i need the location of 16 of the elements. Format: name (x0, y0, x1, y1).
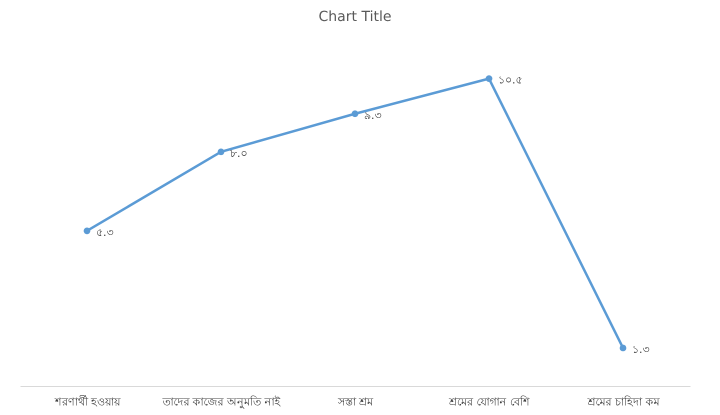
data-label: ১০.৫ (498, 74, 522, 87)
point (620, 344, 626, 352)
data-label: ১.৩ (632, 342, 650, 356)
x-tick-label: সস্তা শ্রম (336, 396, 374, 408)
data-label: ৯.৩ (364, 108, 382, 122)
point (352, 110, 358, 118)
x-tick-label: শরণার্থী হওয়ায় (54, 396, 122, 408)
point (486, 75, 492, 82)
x-tick-label: শ্রমের যোগান বেশি (448, 396, 530, 408)
point (84, 228, 90, 234)
x-tick-label: তাদের কাজের অনুমতি নাই (161, 396, 282, 408)
x-tick-label: শ্রমের চাহিদা কম (586, 396, 660, 408)
chart-title: Chart Title (318, 9, 392, 25)
data-label: ৫.৩ (96, 226, 114, 239)
point (218, 148, 224, 156)
data-label: ৮.০ (230, 146, 248, 160)
